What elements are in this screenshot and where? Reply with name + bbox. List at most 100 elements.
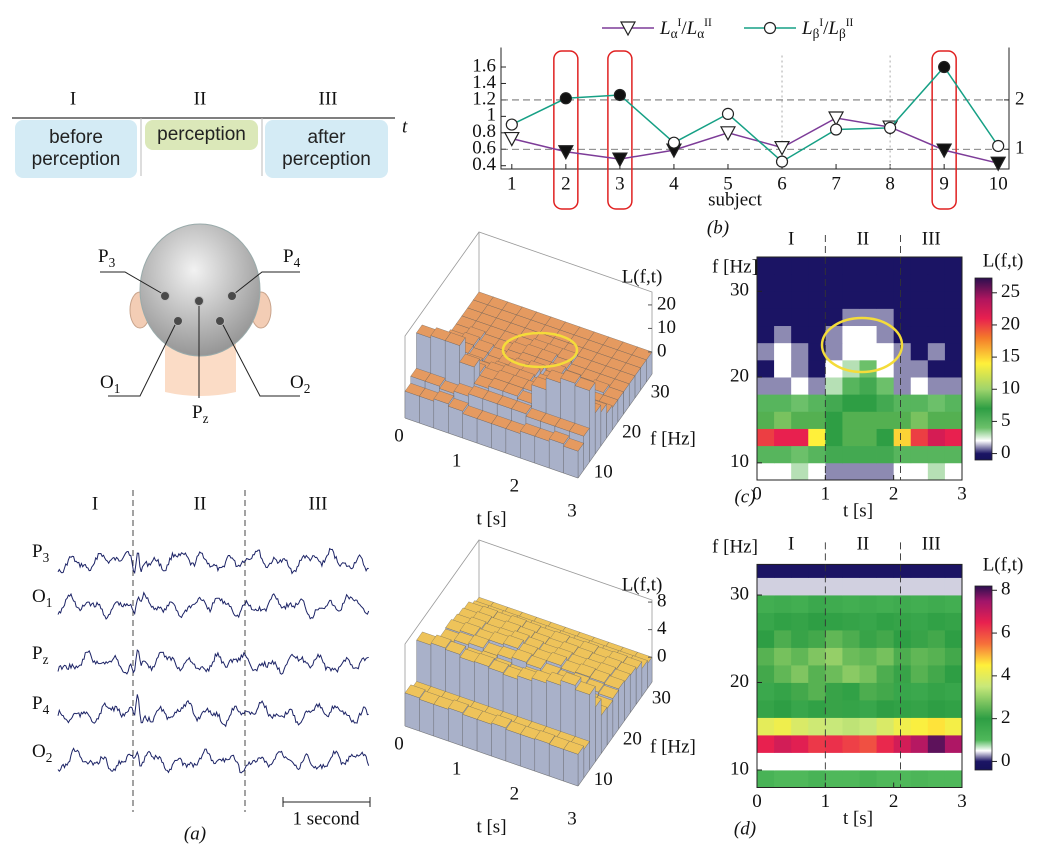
heatmap-cell [757, 411, 774, 429]
surface-x-tick-label: 3 [567, 808, 577, 829]
surface-x-tick-label: 0 [394, 425, 404, 446]
heatmap-cell [911, 700, 928, 718]
heatmap-cell [808, 665, 825, 683]
stage-label: II [857, 533, 870, 554]
heatmap-cell [894, 291, 911, 309]
heatmap-cell [945, 753, 962, 771]
heatmap-cell [860, 735, 877, 753]
heatmap-cell [945, 770, 962, 788]
heatmap-cell [877, 683, 894, 701]
heatmap-cell [928, 343, 945, 361]
heatmap-cell [842, 291, 859, 309]
heatmap-cell [894, 257, 911, 275]
heatmap-cell [877, 446, 894, 464]
heatmap-cell [757, 343, 774, 361]
marker [560, 93, 571, 104]
heatmap-cell [757, 648, 774, 666]
heatmap-cell [877, 753, 894, 771]
heatmap-cell [791, 753, 808, 771]
heatmap-cell [791, 429, 808, 447]
colorbar-tick-label: 10 [1001, 378, 1020, 399]
surface-front [564, 446, 578, 478]
heatmap-cell [877, 429, 894, 447]
heatmap-cell [842, 578, 859, 596]
heatmap-cell [825, 560, 842, 578]
heatmap-cell [808, 700, 825, 718]
surface-front [419, 699, 433, 736]
stage-label: III [922, 533, 941, 554]
series-line [512, 118, 998, 163]
electrode [216, 317, 225, 326]
heatmap-cell [757, 394, 774, 412]
heatmap-cell [911, 718, 928, 736]
heatmap-cell [808, 560, 825, 578]
heatmap-cell [860, 257, 877, 275]
heatmap-cell [894, 446, 911, 464]
heatmap-cell [928, 308, 945, 326]
channel-label: O2 [32, 741, 52, 765]
surface-y-label: f [Hz] [650, 736, 696, 757]
heatmap-cell [911, 257, 928, 275]
heatmap-cell [825, 665, 842, 683]
surface-front [463, 714, 477, 751]
heatmap-cell [877, 343, 894, 361]
heatmap-cell [945, 718, 962, 736]
eeg-trace [58, 748, 369, 772]
timeline-axis-label: t [402, 116, 408, 137]
surface-front [463, 414, 477, 443]
heatmap-cell [894, 613, 911, 631]
x-tick-label: 10 [989, 173, 1008, 194]
heatmap-cell [757, 257, 774, 275]
heatmap-cell [877, 411, 894, 429]
surface-x-tick-label: 1 [452, 758, 462, 779]
surface-front [549, 744, 563, 781]
heatmap-cell [894, 718, 911, 736]
heatmap-cell [791, 683, 808, 701]
surface-front [477, 419, 491, 448]
heatmap-cell [774, 257, 791, 275]
stage-label: I [70, 88, 76, 109]
heatmap-cell [860, 411, 877, 429]
stage-label: III [309, 493, 328, 514]
heatmap-cell [757, 753, 774, 771]
heatmap-cell [791, 595, 808, 613]
heatmap-cell [825, 683, 842, 701]
marker [939, 62, 950, 73]
head-drawing [130, 224, 271, 396]
heatmap-cell [808, 718, 825, 736]
x-axis-label: t [s] [843, 808, 873, 829]
heatmap-cell [842, 735, 859, 753]
heatmap-cell [757, 274, 774, 292]
heatmap-cell [842, 718, 859, 736]
heatmap-cell [911, 394, 928, 412]
heatmap-cell [774, 446, 791, 464]
heatmap-cell [928, 291, 945, 309]
colorbar-label: L(f,t) [983, 250, 1024, 271]
surface-y-tick-label: 30 [651, 381, 670, 402]
heatmap-cell [928, 595, 945, 613]
heatmap-cell [808, 630, 825, 648]
heatmap-cell [825, 326, 842, 344]
heatmap-cell [757, 578, 774, 596]
surface-front [549, 439, 563, 473]
heatmap-cell [911, 735, 928, 753]
heatmap-cell [911, 463, 928, 481]
heatmap-cell [808, 360, 825, 378]
colorbar-tick-label: 15 [1001, 345, 1020, 366]
heatmap-cell [877, 291, 894, 309]
head [140, 224, 260, 356]
heatmap-cell [860, 377, 877, 395]
heatmap-cell [928, 377, 945, 395]
x-axis-label: t [s] [843, 500, 873, 521]
colorbar-tick-label: 5 [1001, 410, 1011, 431]
surface-x-label: t [s] [476, 816, 506, 837]
heatmap-cell [757, 595, 774, 613]
stage-label: I [788, 533, 794, 554]
y-tick-label: 30 [730, 280, 749, 301]
heatmap-cell [945, 560, 962, 578]
heatmap-cell [945, 411, 962, 429]
heatmap-cell [928, 718, 945, 736]
marker [993, 140, 1004, 151]
heatmap-cell [911, 429, 928, 447]
heatmap-cell [791, 274, 808, 292]
